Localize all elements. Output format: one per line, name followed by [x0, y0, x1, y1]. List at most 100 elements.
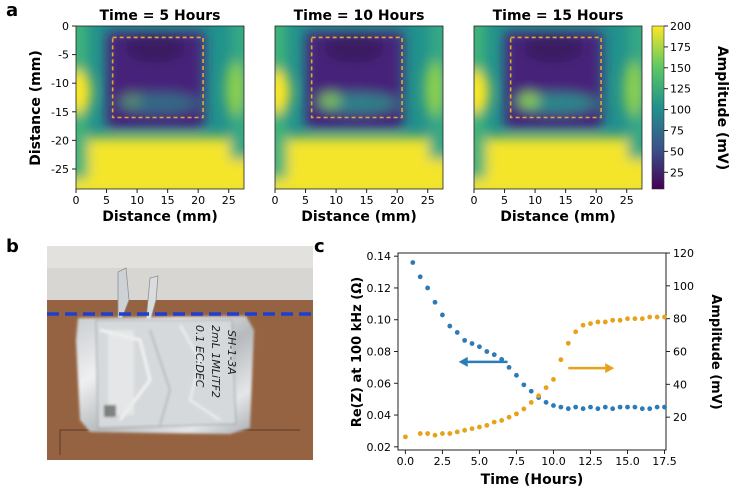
series-amplitude [403, 314, 667, 440]
heatmap-xtick-label: 20 [390, 194, 404, 207]
heatmap-xlabel: Distance (mm) [301, 209, 417, 225]
heatmap-right-hotspot [623, 60, 642, 117]
amplitude-point [425, 431, 431, 436]
heatmap-ytick-label: -10 [51, 77, 69, 90]
colorbar-tick-label: 50 [670, 145, 684, 158]
colorbar-tick-label: 100 [670, 104, 691, 117]
heatmap-title: Time = 10 Hours [294, 8, 425, 24]
handwriting-line-3: 0.1 EC:DEC [193, 325, 206, 388]
rez-point [632, 404, 638, 410]
rez-point [440, 312, 445, 318]
rez-point [425, 285, 431, 291]
heatmap-blobs [474, 26, 642, 189]
heatmap-high-band [474, 137, 642, 189]
rez-point [514, 372, 519, 378]
rez-point [617, 404, 623, 410]
handwriting: SH-1-3A 2mL 1MLiTF2 0.1 EC:DEC [193, 325, 238, 398]
amplitude-point [417, 431, 423, 436]
heatmap-xtick-label: 15 [559, 194, 573, 207]
amplitude-point [469, 426, 475, 432]
heatmap-xtick-label: 5 [501, 194, 508, 207]
battery-tabs [117, 267, 159, 323]
rez-point [484, 349, 490, 354]
amplitude-point [647, 314, 653, 320]
heatmap-panel: Time = 5 Hours 0 5 10 15 20 25 Distance (mm) 0 -5… [51, 8, 245, 225]
chart-xtick-label: 10.0 [541, 455, 566, 468]
rez-point [639, 406, 645, 412]
amplitude-point [639, 316, 645, 322]
amplitude-point [528, 399, 534, 405]
heatmap-inner-hotspot [119, 92, 142, 109]
amplitude-point [432, 432, 438, 438]
battery-photo: SH-1-3A 2mL 1MLiTF2 0.1 EC:DEC [47, 246, 313, 460]
amplitude-point [580, 322, 586, 328]
amplitude-point [573, 329, 579, 335]
handwriting-line-1: SH-1-3A [225, 330, 238, 375]
rez-point [528, 388, 534, 394]
rez-point [521, 382, 527, 388]
amplitude-point [543, 385, 549, 391]
heatmap-ytick-label: -20 [51, 134, 69, 147]
heatmap-xtick-label: 0 [73, 194, 80, 207]
chart-y2tick-label: 20 [673, 411, 687, 424]
colorbar-tick-label: 75 [670, 124, 684, 137]
heatmap-xtick-label: 10 [528, 194, 542, 207]
heatmap-frame [473, 25, 643, 190]
colorbar-gradient [651, 25, 665, 190]
heatmap-title: Time = 15 Hours [493, 8, 624, 24]
rez-point [454, 330, 460, 335]
amplitude-point [602, 319, 608, 325]
chart-y2tick-label: 60 [673, 346, 687, 359]
chart-y2tick-label: 80 [673, 313, 687, 326]
heatmap-xtick-label: 25 [421, 194, 435, 207]
chart-xtick-label: 12.5 [578, 455, 603, 468]
rez-point [588, 404, 593, 410]
amplitude-point [536, 393, 542, 399]
amplitude-point [662, 314, 667, 320]
colorbar-label: Amplitude (mV) [714, 46, 730, 170]
rez-point [410, 260, 416, 265]
heatmap-ytick-label: -15 [51, 106, 69, 119]
heatmap-ytick-label: -25 [51, 163, 69, 176]
handwriting-line-2: 2mL 1MLiTF2 [209, 325, 222, 398]
rez-point [625, 404, 630, 410]
heatmap-blobs [275, 26, 443, 189]
rez-point [654, 404, 660, 410]
chart-xtick-label: 0.0 [397, 455, 415, 468]
heatmap-right-hotspot [225, 60, 244, 117]
heatmap-xlabel: Distance (mm) [500, 209, 616, 225]
rez-point [477, 344, 482, 350]
amplitude-point [514, 411, 519, 417]
rez-point [662, 404, 667, 410]
chart-ytick-label: 0.08 [367, 346, 392, 359]
heatmap-xtick-label: 15 [360, 194, 374, 207]
heatmap-xtick-label: 5 [103, 194, 110, 207]
chart-ytick-label: 0.04 [367, 409, 392, 422]
heatmap-xtick-label: 20 [191, 194, 205, 207]
heatmap-panel: Time = 10 Hours 0 5 10 15 20 25 Distance (mm) [272, 8, 444, 225]
chart-xtick-label: 2.5 [434, 455, 452, 468]
amplitude-point [610, 317, 616, 323]
amplitude-point [454, 429, 460, 435]
heatmap-xtick-label: 0 [471, 194, 478, 207]
rez-point [551, 403, 556, 408]
amplitude-point [551, 377, 556, 382]
heatmap-ytick-label: -5 [58, 49, 69, 62]
heatmap-field [474, 26, 642, 189]
heatmap-xtick-label: 10 [329, 194, 343, 207]
amplitude-point [588, 321, 593, 326]
heatmap-low-core [324, 34, 385, 63]
chart-xtick-label: 15.0 [615, 455, 640, 468]
rez-point [580, 406, 586, 412]
chart-frame [397, 252, 667, 451]
chart-xlabel: Time (Hours) [481, 472, 584, 488]
panel-label-a: a [6, 0, 18, 21]
amplitude-point [625, 316, 630, 322]
chart-y2tick-label: 120 [673, 247, 694, 260]
heatmap-left-hotspot [474, 69, 490, 114]
heatmap-xtick-label: 5 [302, 194, 309, 207]
chart-xtick-label: 17.5 [652, 455, 677, 468]
arrow-right-icon [605, 363, 615, 374]
colorbar-tick-label: 25 [670, 166, 684, 179]
